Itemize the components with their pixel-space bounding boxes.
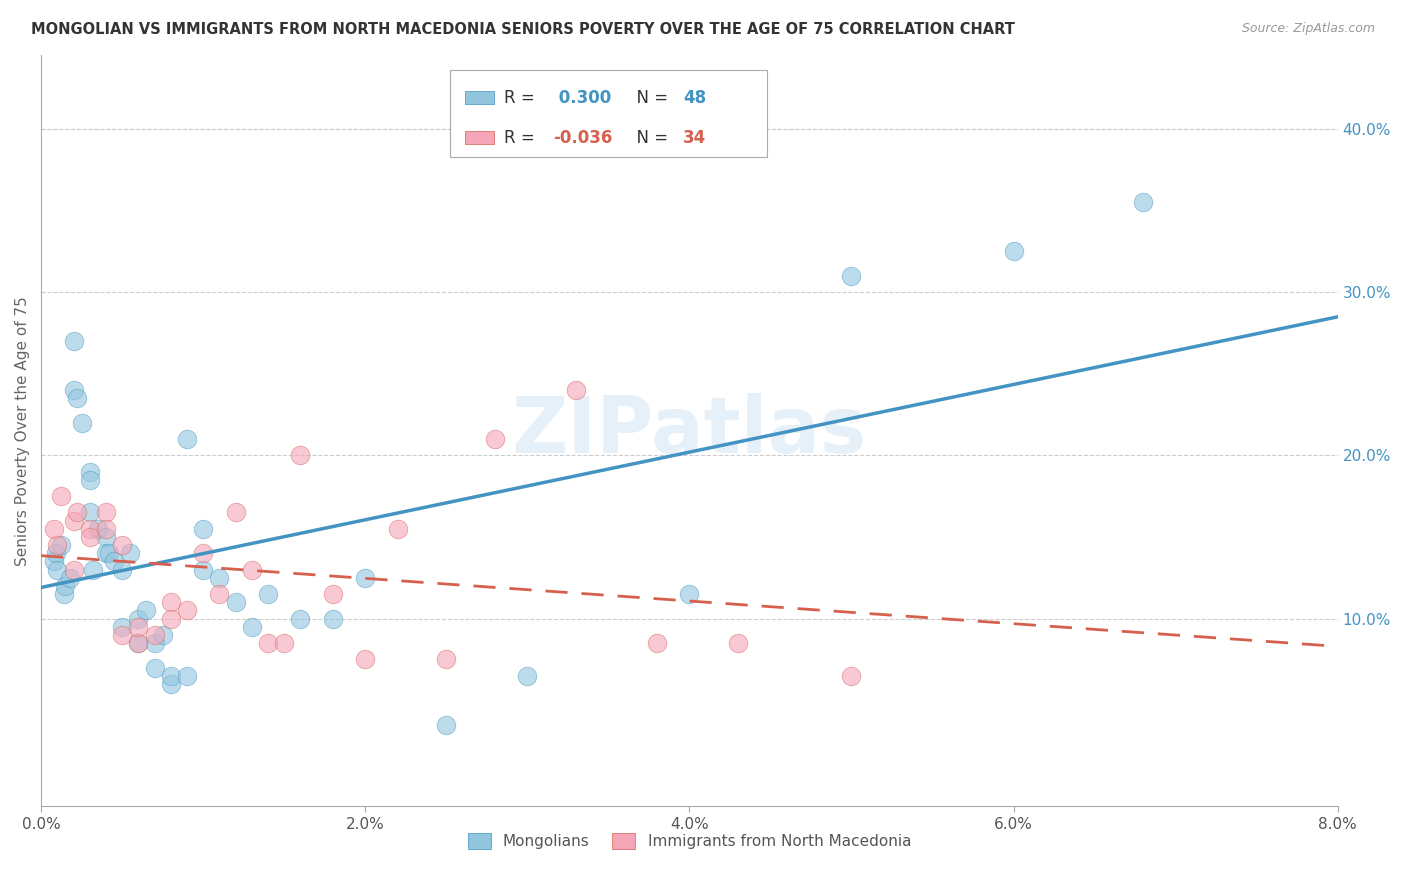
Point [70,416,93,430]
Point [290,448,312,462]
Point [387,522,409,536]
Point [240,563,263,577]
Point [79,505,101,519]
Text: -0.036: -0.036 [553,128,613,146]
Point [66,505,89,519]
Point [290,611,312,625]
Point [159,611,181,625]
Point [127,611,149,625]
Point [127,636,149,650]
Point [87,522,110,536]
Point [42,554,65,568]
Text: 34: 34 [683,128,706,146]
Point [66,391,89,405]
Point [484,432,506,446]
Point [120,546,142,560]
FancyBboxPatch shape [465,91,494,104]
Point [111,538,134,552]
Point [46,563,69,577]
Point [62,334,84,348]
Point [111,620,134,634]
Point [434,717,457,731]
Point [225,505,247,519]
Point [354,652,377,666]
Point [193,563,215,577]
Point [645,636,668,650]
Point [94,530,117,544]
Point [565,383,588,397]
Text: R =: R = [503,89,540,107]
Point [1132,195,1154,210]
Text: Source: ZipAtlas.com: Source: ZipAtlas.com [1241,22,1375,36]
Point [45,546,67,560]
Point [98,546,121,560]
Point [516,669,538,683]
Point [111,628,134,642]
Text: R =: R = [503,128,540,146]
Point [322,587,344,601]
FancyBboxPatch shape [450,70,768,157]
Point [103,554,125,568]
Point [841,669,863,683]
Point [678,587,700,601]
Point [82,563,104,577]
Point [111,563,134,577]
Point [49,489,72,503]
Point [46,538,69,552]
Point [176,669,198,683]
Point [127,620,149,634]
Text: N =: N = [626,89,673,107]
Text: 0.300: 0.300 [553,89,612,107]
Point [79,465,101,479]
Point [434,652,457,666]
Point [62,514,84,528]
Point [225,595,247,609]
Point [94,522,117,536]
Point [79,530,101,544]
Point [55,579,77,593]
Text: 48: 48 [683,89,706,107]
Point [176,603,198,617]
Point [841,268,863,283]
FancyBboxPatch shape [465,131,494,145]
Point [159,677,181,691]
Point [52,587,75,601]
Point [727,636,749,650]
Point [62,383,84,397]
Text: ZIPatlas: ZIPatlas [512,392,868,469]
Point [79,522,101,536]
Point [273,636,295,650]
Y-axis label: Seniors Poverty Over the Age of 75: Seniors Poverty Over the Age of 75 [15,296,30,566]
Text: MONGOLIAN VS IMMIGRANTS FROM NORTH MACEDONIA SENIORS POVERTY OVER THE AGE OF 75 : MONGOLIAN VS IMMIGRANTS FROM NORTH MACED… [31,22,1015,37]
Point [322,611,344,625]
Point [42,522,65,536]
Point [159,669,181,683]
Point [135,603,157,617]
Point [49,538,72,552]
Point [193,546,215,560]
Point [208,587,231,601]
Point [176,432,198,446]
Point [59,571,82,585]
Point [127,636,149,650]
Point [354,571,377,585]
Point [257,587,280,601]
Legend: Mongolians, Immigrants from North Macedonia: Mongolians, Immigrants from North Macedo… [461,827,917,855]
Text: N =: N = [626,128,673,146]
Point [143,628,166,642]
Point [193,522,215,536]
Point [143,660,166,674]
Point [257,636,280,650]
Point [159,595,181,609]
Point [1002,244,1025,259]
Point [94,546,117,560]
Point [79,473,101,487]
Point [62,563,84,577]
Point [143,636,166,650]
Point [208,571,231,585]
Point [94,505,117,519]
Point [152,628,174,642]
Point [240,620,263,634]
